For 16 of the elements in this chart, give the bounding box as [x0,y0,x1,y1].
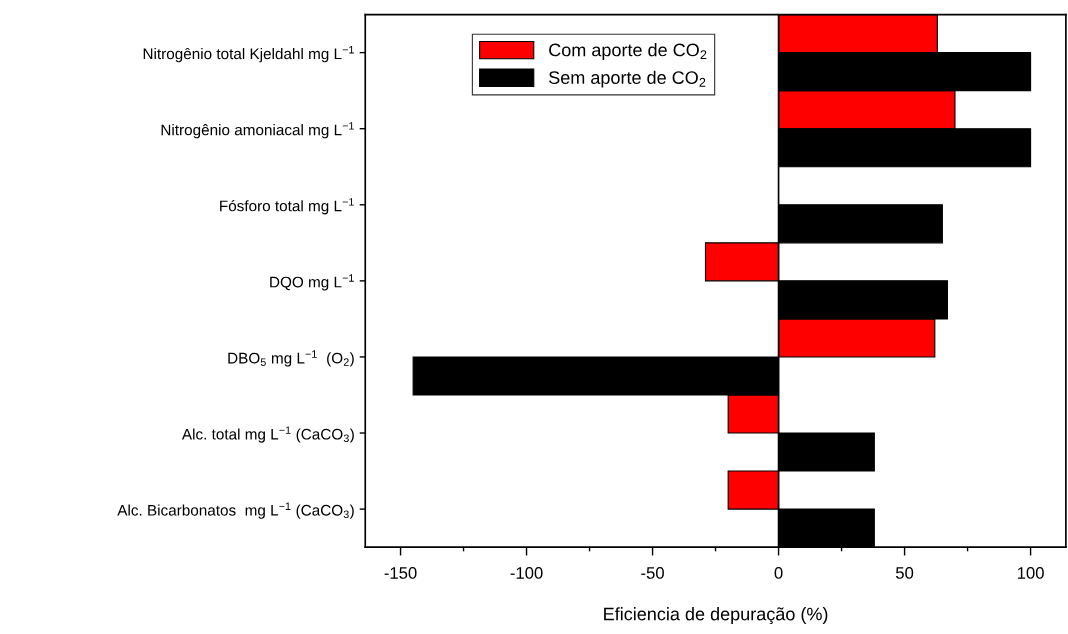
y-tick-label: DQO mg L$^{−1}$ [270,274,354,291]
x-tick-label: 100 [1017,567,1044,579]
x-tick-label: -50 [641,567,664,579]
x-tick-label: -150 [384,567,417,579]
y-tick-label: Nitrogênio total Kjeldahl mg L$^{−1}$ [143,46,354,63]
x-tick-label: -100 [510,567,543,579]
legend-label: Sem aporte de CO$_{2}$ [549,70,706,88]
y-tick-label: Alc. Bicarbonatos mg L$^{−1}$ (CaCO$_{3}$) [117,502,354,519]
x-tick-label: 0 [774,567,783,579]
x-axis-title: Eficiencia de depuração (%) [604,607,828,625]
x-tick-label: 50 [895,567,914,579]
y-tick-label: Fósforo total mg L$^{−1}$ [220,198,354,215]
y-tick-label: Alc. total mg L$^{−1}$ (CaCO$_{3}$) [181,426,354,443]
y-tick-label: Nitrogênio amoniacal mg L$^{−1}$ [161,122,354,139]
legend-label: Com aporte de CO$_{2}$ [549,43,707,60]
y-tick-label: DBO$_{5}$ mg L$^{−1}$ (O$_{2}$) [228,350,354,367]
